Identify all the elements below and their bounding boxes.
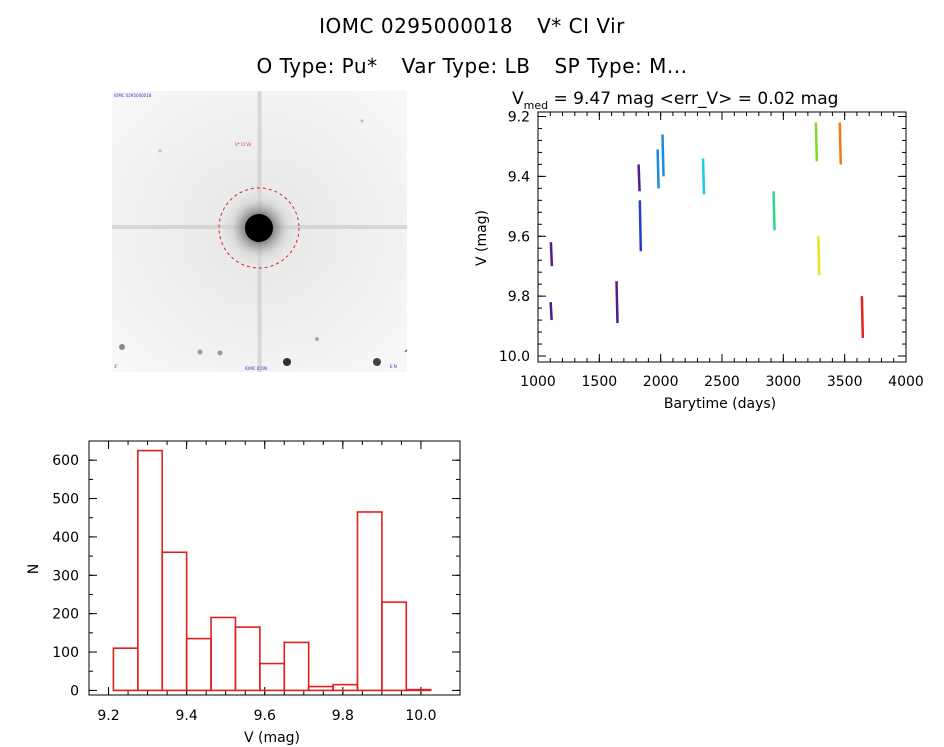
- y-tick-label: 10.0: [499, 349, 530, 365]
- histogram-bar: [185, 637, 212, 692]
- data-point-cluster: [814, 122, 819, 162]
- data-point-cluster: [772, 191, 776, 231]
- vmed-label: Vmed = 9.47 mag <err_V> = 0.02 mag: [512, 89, 838, 112]
- x-tick-label: 4000: [888, 374, 924, 390]
- field-star: [217, 350, 223, 356]
- x-tick-label: 9.8: [332, 708, 354, 724]
- target-circle: [218, 187, 300, 269]
- field-star: [119, 344, 125, 350]
- sky-image-svg: IOMC 0295000018 V* CI Vir 3' IOMC ICON E…: [112, 91, 407, 372]
- sky-image: IOMC 0295000018 V* CI Vir 3' IOMC ICON E…: [112, 91, 407, 372]
- var-type: Var Type: LB: [401, 54, 531, 78]
- x-tick-label: 10.0: [405, 708, 436, 724]
- target-star-core: [245, 214, 273, 242]
- field-star: [283, 358, 291, 366]
- histogram-bar: [234, 626, 261, 692]
- sky-bottom-right-label: E N: [390, 364, 397, 369]
- x-tick-label: 3500: [827, 374, 863, 390]
- y-tick-label: 9.6: [508, 229, 530, 245]
- data-point-cluster: [656, 149, 660, 189]
- histogram-ticks: 9.2 9.4 9.6 9.8 10.0 0 100 200 300 400 500 600: [52, 440, 460, 724]
- data-point-cluster: [549, 302, 553, 321]
- y-tick-label: 0: [70, 683, 79, 699]
- data-point-cluster: [817, 236, 821, 276]
- histogram-bar: [112, 647, 139, 692]
- field-star: [360, 119, 364, 123]
- y-tick-label: 500: [52, 492, 79, 508]
- histogram-plot-frame: [88, 440, 461, 696]
- x-tick-label: 9.4: [175, 708, 197, 724]
- lightcurve-ylabel: V (mag): [474, 210, 490, 266]
- data-point-cluster: [701, 158, 706, 195]
- sky-top-left-label: IOMC 0295000018: [114, 93, 152, 98]
- sky-target-label: V* CI Vir: [235, 142, 252, 147]
- north-arrow-icon: [404, 349, 407, 353]
- histogram-bar: [283, 641, 310, 692]
- histogram-bar: [161, 551, 188, 692]
- histogram-bar: [307, 685, 334, 692]
- y-tick-label: 9.8: [508, 289, 530, 305]
- histogram-bar: [332, 683, 359, 692]
- y-tick-label: 9.2: [508, 109, 530, 125]
- sky-bottom-left-label: 3': [114, 364, 118, 369]
- field-star: [158, 149, 162, 153]
- data-point-cluster: [615, 281, 619, 324]
- x-tick-label: 9.6: [254, 708, 276, 724]
- x-tick-label: 1500: [582, 374, 618, 390]
- histogram-bar: [405, 688, 432, 692]
- sp-type: SP Type: M...: [554, 54, 688, 78]
- histogram-bar: [381, 601, 408, 692]
- o-type: O Type: Pu*: [256, 54, 378, 78]
- y-tick-label: 200: [52, 607, 79, 623]
- y-tick-label: 9.4: [508, 169, 530, 185]
- object-types: O Type: Pu* Var Type: LB SP Type: M...: [0, 54, 944, 78]
- y-tick-label: 300: [52, 568, 79, 584]
- field-star: [315, 337, 319, 341]
- histogram-bar: [259, 662, 286, 692]
- field-star: [197, 349, 203, 355]
- x-tick-label: 9.2: [97, 708, 119, 724]
- histogram-xlabel: V (mag): [244, 730, 300, 746]
- histogram-bar: [210, 616, 237, 692]
- data-point-cluster: [637, 164, 641, 192]
- data-point-cluster: [860, 296, 865, 339]
- object-title: IOMC 0295000018 V* CI Vir: [0, 14, 944, 38]
- y-tick-label: 100: [52, 645, 79, 661]
- sky-bottom-center-label: IOMC ICON: [245, 366, 267, 371]
- object-name: V* CI Vir: [537, 14, 625, 38]
- field-star: [373, 358, 381, 366]
- y-tick-label: 400: [52, 530, 79, 546]
- histogram-ylabel: N: [26, 564, 42, 574]
- histogram-bar: [356, 511, 383, 692]
- object-id: IOMC 0295000018: [319, 14, 514, 38]
- data-point-cluster: [638, 200, 643, 252]
- lightcurve-xlabel: Barytime (days): [664, 396, 776, 412]
- x-tick-label: 2500: [704, 374, 740, 390]
- lightcurve-ticks: 1000 1500 2000 2500 3000 3500 4000 9.2 9.4 9.6 9.8…: [499, 109, 924, 390]
- lightcurve-plot-frame: [537, 111, 907, 363]
- data-point-cluster: [838, 122, 843, 165]
- histogram-bars: [112, 449, 432, 692]
- histogram-bar: [137, 449, 164, 692]
- lightcurve-chart: Vmed = 9.47 mag <err_V> = 0.02 mag 1000 1…: [474, 89, 924, 412]
- x-tick-label: 2000: [643, 374, 679, 390]
- y-tick-label: 600: [52, 453, 79, 469]
- data-point-cluster: [549, 242, 554, 267]
- data-point-cluster: [661, 134, 665, 177]
- lightcurve-data: [549, 122, 865, 339]
- x-tick-label: 3000: [766, 374, 802, 390]
- x-tick-label: 1000: [520, 374, 556, 390]
